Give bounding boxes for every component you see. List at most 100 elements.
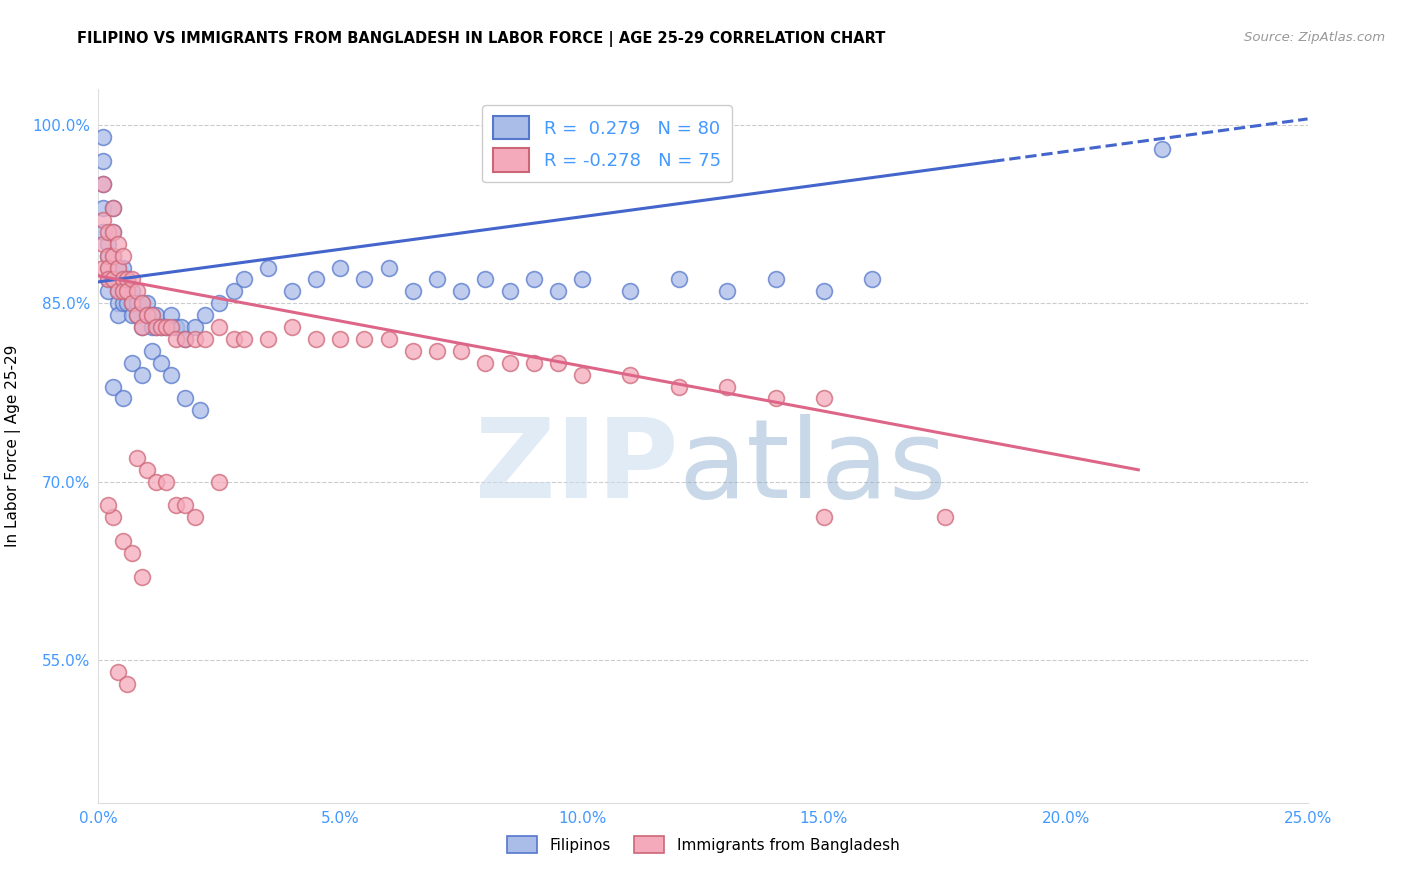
Point [107,285,129,299]
Point [188,403,211,417]
Point [91,201,114,215]
Point [117,285,139,299]
Text: Source: ZipAtlas.com: Source: ZipAtlas.com [1244,31,1385,45]
Point [121,308,143,322]
Point [107,308,129,322]
Point [141,308,163,322]
Point [141,308,163,322]
Point [111,285,134,299]
Point [281,285,304,299]
Point [101,225,124,239]
Point [1152,142,1174,156]
Text: ZIP: ZIP [475,414,679,521]
Point [174,332,197,346]
Point [107,236,129,251]
Point [668,379,690,393]
Point [208,296,231,310]
Point [547,356,569,370]
Point [571,368,593,382]
Point [101,225,124,239]
Point [329,332,352,346]
Point [91,178,114,192]
Point [619,368,641,382]
Point [97,260,120,275]
Point [117,296,139,310]
Point [101,249,124,263]
Point [184,332,207,346]
Point [91,213,114,227]
Y-axis label: In Labor Force | Age 25-29: In Labor Force | Age 25-29 [6,345,21,547]
Point [377,260,399,275]
Point [111,534,134,549]
Text: atlas: atlas [679,414,948,521]
Point [111,285,134,299]
Point [160,320,183,334]
Point [121,285,143,299]
Point [194,308,217,322]
Point [117,272,139,286]
Point [232,332,254,346]
Point [131,368,153,382]
Point [150,320,173,334]
Point [111,272,134,286]
Point [145,320,167,334]
Point [91,225,114,239]
Point [174,332,197,346]
Point [141,320,163,334]
Point [101,201,124,215]
Point [194,332,217,346]
Point [131,320,153,334]
Point [150,356,173,370]
Point [101,272,124,286]
Point [208,475,231,489]
Point [813,510,835,524]
Point [91,178,114,192]
Point [474,356,496,370]
Point [91,236,114,251]
Point [498,356,520,370]
Point [160,368,183,382]
Point [571,272,593,286]
Point [127,308,149,322]
Point [101,201,124,215]
Point [141,343,163,358]
Legend: Filipinos, Immigrants from Bangladesh: Filipinos, Immigrants from Bangladesh [501,830,905,859]
Point [135,296,157,310]
Point [305,272,328,286]
Point [135,463,157,477]
Point [131,296,153,310]
Point [450,343,472,358]
Point [97,272,120,286]
Point [402,285,425,299]
Point [117,285,139,299]
Point [150,320,173,334]
Point [155,320,177,334]
Point [107,260,129,275]
Point [813,285,835,299]
Point [131,296,153,310]
Point [145,475,167,489]
Point [135,308,157,322]
Point [101,249,124,263]
Point [498,285,520,299]
Point [111,272,134,286]
Point [97,249,120,263]
Point [184,320,207,334]
Point [174,499,197,513]
Point [160,308,183,322]
Point [127,285,149,299]
Point [174,392,197,406]
Point [117,677,139,691]
Point [474,272,496,286]
Point [402,343,425,358]
Point [184,510,207,524]
Point [97,236,120,251]
Point [145,308,167,322]
Point [426,272,449,286]
Point [97,272,120,286]
Point [232,272,254,286]
Point [97,260,120,275]
Point [765,392,787,406]
Point [668,272,690,286]
Point [121,296,143,310]
